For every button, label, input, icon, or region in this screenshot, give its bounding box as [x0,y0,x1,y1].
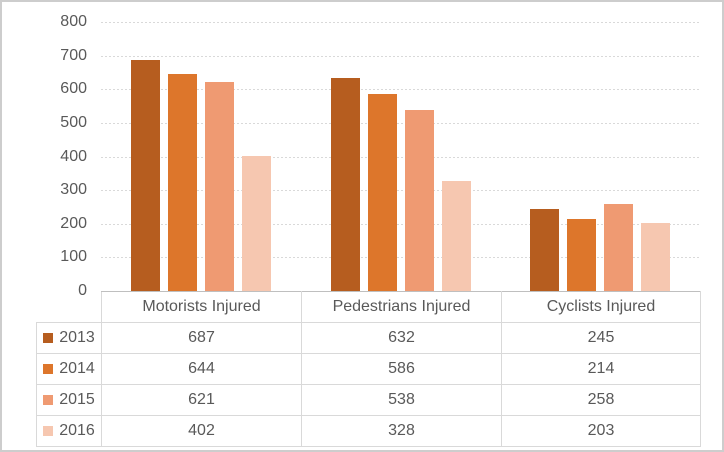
bar-group-pedestrians-injured [301,22,501,291]
y-axis-tick-label: 600 [60,80,87,98]
legend-key-cell-2016[interactable]: 2016 [36,415,102,447]
y-axis-tick-label: 0 [78,282,87,299]
legend-key-cell-2013[interactable]: 2013 [36,322,102,354]
bar-2016-cyclists-injured[interactable] [641,223,671,291]
legend-swatch-2013 [43,333,54,343]
legend-label: 2016 [59,422,95,439]
y-axis-tick-label: 700 [60,46,87,64]
y-axis-tick-label: 100 [60,248,87,266]
y-axis-tick-label: 200 [60,214,87,232]
y-axis-tick-label: 800 [60,13,87,30]
bar-2015-cyclists-injured[interactable] [604,204,634,291]
category-header-cell: Pedestrians Injured [301,291,502,323]
legend-key-cell-2014[interactable]: 2014 [36,353,102,385]
value-cell-2015-cyclists-injured: 258 [501,384,701,416]
value-cell-2016-pedestrians-injured: 328 [301,415,502,447]
bar-2016-motorists-injured[interactable] [241,156,271,291]
bar-2016-pedestrians-injured[interactable] [441,181,471,291]
y-axis: 0 100 200 300 400 500 600 700 800 [2,2,87,322]
legend-key-cell-2015[interactable]: 2015 [36,384,102,416]
data-table-body: Motorists Injured Pedestrians Injured Cycl… [36,291,701,447]
bar-group-motorists-injured [101,22,301,291]
value-cell-2016-cyclists-injured: 203 [501,415,701,447]
gridline [101,257,700,259]
legend-label: 2015 [59,391,95,408]
category-header-cell: Cyclists Injured [501,291,701,323]
bar-2014-pedestrians-injured[interactable] [367,94,397,291]
value-cell-2015-pedestrians-injured: 538 [301,384,502,416]
bar-2014-cyclists-injured[interactable] [567,219,597,291]
bar-2015-motorists-injured[interactable] [204,82,234,291]
y-axis-tick-label: 400 [60,147,87,165]
table-row-2015: 2015 621 538 258 [36,384,701,416]
table-row-2014: 2014 644 586 214 [36,353,701,385]
table-blank-cell [37,292,102,323]
value-cell-2014-motorists-injured: 644 [101,353,302,385]
y-axis-tick-label: 500 [60,113,87,131]
legend-label: 2013 [59,329,95,346]
y-axis-tick-label: 300 [60,181,87,199]
value-cell-2015-motorists-injured: 621 [101,384,302,416]
gridline [101,89,700,91]
bar-groups [101,22,700,291]
gridline [101,156,700,158]
bar-group-cyclists-injured [500,22,700,291]
legend-swatch-2015 [43,395,54,405]
plot-area [101,22,700,291]
value-cell-2013-cyclists-injured: 245 [501,322,701,354]
table-row-2016: 2016 402 328 203 [36,415,701,447]
table-row-2013: 2013 687 632 245 [36,322,701,354]
value-cell-2013-motorists-injured: 687 [101,322,302,354]
bar-2013-pedestrians-injured[interactable] [330,78,360,291]
bar-2013-motorists-injured[interactable] [130,60,160,291]
legend-swatch-2014 [43,364,54,374]
data-table: Motorists Injured Pedestrians Injured Cycl… [36,291,701,447]
bar-2014-motorists-injured[interactable] [167,74,197,291]
gridline [101,122,700,124]
table-header-row: Motorists Injured Pedestrians Injured Cycl… [37,291,701,323]
gridline [101,22,700,23]
gridline [101,55,700,57]
bar-2015-pedestrians-injured[interactable] [404,110,434,291]
value-cell-2016-motorists-injured: 402 [101,415,302,447]
legend-label: 2014 [59,360,95,377]
legend-swatch-2016 [43,426,54,436]
value-cell-2013-pedestrians-injured: 632 [301,322,502,354]
gridline [101,223,700,225]
value-cell-2014-cyclists-injured: 214 [501,353,701,385]
value-cell-2014-pedestrians-injured: 586 [301,353,502,385]
gridline [101,190,700,192]
bar-2013-cyclists-injured[interactable] [530,209,560,291]
category-header-cell: Motorists Injured [101,291,302,323]
